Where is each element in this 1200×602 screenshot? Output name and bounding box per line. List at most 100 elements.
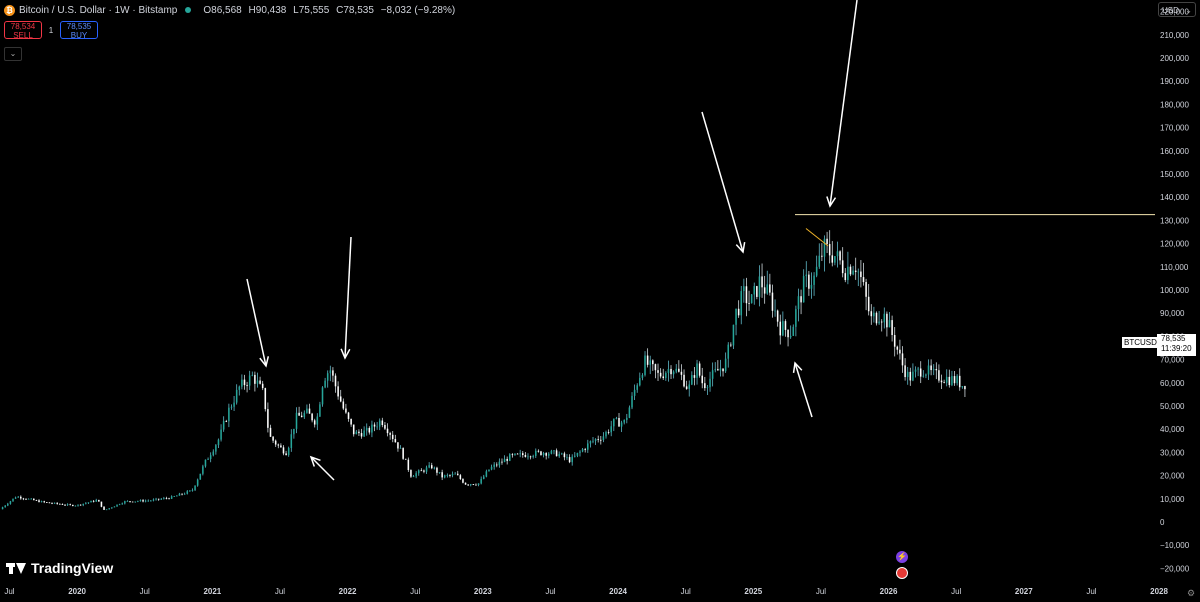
annotation-arrow[interactable]: [340, 236, 352, 360]
candle-body: [287, 447, 290, 456]
candle-body: [48, 502, 51, 504]
annotation-arrow[interactable]: [246, 278, 270, 368]
x-tick-label: Jul: [545, 587, 555, 596]
candle-body: [163, 498, 165, 499]
candle-body: [303, 412, 306, 418]
annotation-arrow[interactable]: [701, 111, 746, 254]
y-tick-label: 40,000: [1160, 425, 1185, 434]
candle-body: [935, 369, 938, 371]
candle-body: [233, 402, 235, 407]
candle-body: [225, 421, 228, 422]
candle-body: [365, 427, 368, 431]
x-tick-label: Jul: [410, 587, 420, 596]
candle-body: [40, 501, 43, 503]
candle-body: [467, 484, 469, 486]
candle-body: [862, 277, 865, 283]
x-tick-label: 2022: [339, 587, 357, 596]
candle-body: [295, 412, 298, 429]
candle-body: [285, 453, 287, 456]
y-tick-label: 130,000: [1160, 216, 1189, 225]
candle-body: [43, 501, 45, 503]
buy-button[interactable]: 78,535 BUY: [60, 21, 98, 39]
candle-body: [745, 286, 748, 304]
candle-body: [696, 363, 698, 378]
candle-body: [592, 440, 594, 442]
collapse-legend-button[interactable]: ⌄: [4, 47, 22, 61]
candle-body: [532, 455, 534, 457]
candle-body: [425, 467, 428, 472]
candle-body: [758, 276, 761, 297]
candle-body: [826, 238, 828, 245]
candle-body: [345, 408, 347, 413]
symbol-title[interactable]: Bitcoin / U.S. Dollar · 1W · Bitstamp: [19, 4, 178, 16]
candle-body: [579, 451, 581, 453]
candle-body: [930, 365, 932, 371]
currency-selector[interactable]: USD ⌄: [1158, 2, 1196, 17]
candle-body: [943, 382, 945, 384]
candle-body: [376, 426, 378, 428]
y-tick-label: 60,000: [1160, 379, 1185, 388]
candle-body: [873, 312, 875, 317]
candle-body: [243, 379, 246, 386]
annotation-arrow[interactable]: [792, 361, 813, 418]
candle-body: [792, 326, 795, 336]
candle-body: [85, 503, 87, 504]
candle-body: [264, 388, 267, 410]
annotation-arrow[interactable]: [309, 455, 335, 481]
candle-body: [691, 375, 693, 385]
candle-body: [953, 376, 956, 384]
candle-body: [665, 372, 667, 379]
candle-body: [802, 276, 805, 303]
candle-body: [100, 501, 103, 507]
candle-body: [808, 274, 810, 289]
last-price-tag: 78,535 11:39:20: [1157, 334, 1196, 356]
candle-body: [948, 376, 951, 386]
candle-body: [95, 499, 98, 502]
y-tick-label: 50,000: [1160, 402, 1185, 411]
candle-body: [701, 375, 704, 384]
candle-body: [527, 456, 529, 458]
candle-body: [610, 426, 612, 433]
candle-body: [186, 491, 189, 494]
candle-body: [178, 493, 181, 496]
lightning-icon[interactable]: ⚡: [896, 551, 908, 563]
y-tick-label: −10,000: [1160, 541, 1190, 550]
annotation-arrow[interactable]: [826, 0, 858, 208]
candle-body: [194, 485, 196, 491]
candle-body: [378, 420, 381, 427]
candle-body: [269, 427, 272, 437]
candle-body: [397, 442, 399, 449]
candle-body: [176, 495, 178, 497]
candle-body: [553, 450, 555, 452]
candle-body: [906, 371, 909, 378]
candle-body: [784, 321, 787, 330]
symbol-header[interactable]: ₿ Bitcoin / U.S. Dollar · 1W · Bitstamp …: [4, 3, 455, 17]
candle-body: [477, 483, 480, 485]
candle-body: [730, 344, 732, 346]
candle-body: [753, 286, 756, 295]
candle-body: [420, 470, 423, 472]
candle-body: [714, 369, 717, 371]
candle-body: [779, 321, 782, 336]
sell-button[interactable]: 78,534 SELL: [4, 21, 42, 39]
x-tick-label: Jul: [4, 587, 14, 596]
candle-body: [230, 406, 233, 408]
tradingview-logo[interactable]: TradingView: [6, 560, 113, 576]
candle-body: [126, 501, 129, 502]
candle-body: [215, 445, 217, 452]
candle-body: [103, 506, 105, 510]
candle-body: [9, 501, 12, 504]
settings-icon[interactable]: ⚙: [1187, 588, 1196, 598]
candle-body: [402, 448, 404, 459]
candle-body: [25, 498, 27, 500]
candle-body: [430, 465, 433, 469]
candle-body: [272, 436, 274, 441]
us-flag-icon[interactable]: [896, 567, 908, 579]
candle-body: [428, 465, 430, 468]
candle-body: [529, 456, 532, 458]
y-tick-label: 170,000: [1160, 124, 1189, 133]
candle-body: [706, 387, 709, 389]
candle-body: [391, 434, 394, 440]
candle-body: [537, 450, 540, 452]
